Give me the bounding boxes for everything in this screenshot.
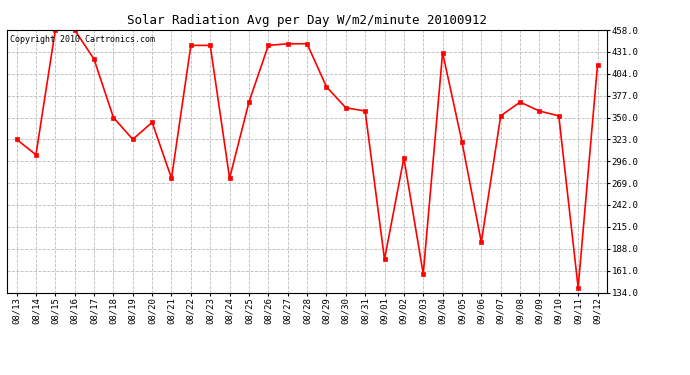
Text: Copyright 2010 Cartronics.com: Copyright 2010 Cartronics.com — [10, 35, 155, 44]
Title: Solar Radiation Avg per Day W/m2/minute 20100912: Solar Radiation Avg per Day W/m2/minute … — [127, 15, 487, 27]
